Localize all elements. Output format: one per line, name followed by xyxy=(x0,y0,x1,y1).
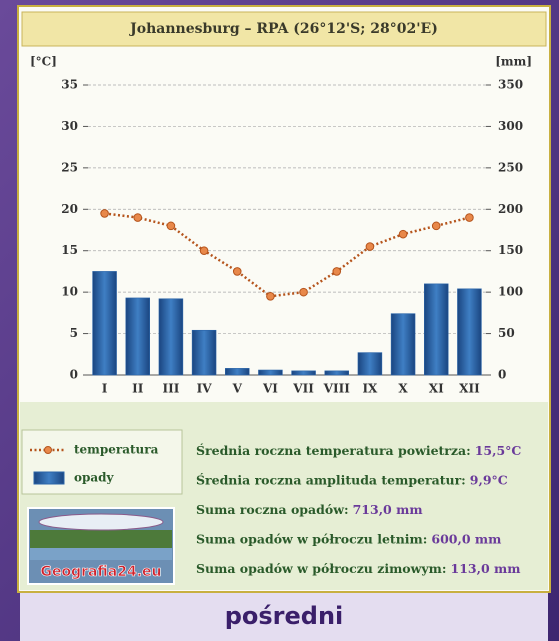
logo-text: Geografia24.eu xyxy=(40,564,161,580)
temperature-point xyxy=(365,242,375,251)
x-tick-label: IV xyxy=(197,382,213,396)
x-tick-label: VII xyxy=(292,382,314,396)
bar xyxy=(258,369,283,376)
x-tick-label: X xyxy=(398,382,408,396)
bar xyxy=(457,288,482,376)
x-tick-label: III xyxy=(162,382,179,396)
y-tick-label: 10 xyxy=(61,285,78,299)
x-tick-label: IX xyxy=(362,382,378,396)
y-tick-label: 5 xyxy=(70,326,78,340)
stat-value: 9,9°C xyxy=(470,472,508,487)
temperature-point xyxy=(431,221,441,231)
y-tick-label: 35 xyxy=(61,78,78,92)
y2-tick-label: 100 xyxy=(498,285,523,299)
temperature-point xyxy=(133,213,143,222)
stat-value: 600,0 mm xyxy=(431,531,501,546)
bar xyxy=(424,283,449,376)
temperature-point xyxy=(199,246,209,256)
temperature-point xyxy=(100,209,109,218)
title-bar xyxy=(21,11,547,47)
temperature-point xyxy=(465,213,474,222)
stat-label: Średnia roczna temperatura powietrza: xyxy=(196,442,471,458)
x-tick-label: VIII xyxy=(323,382,351,396)
y-tick-label: 15 xyxy=(61,243,78,257)
legend-swatch xyxy=(33,471,65,485)
bar xyxy=(324,370,349,376)
stat-value: 15,5°C xyxy=(475,443,522,458)
y2-tick-label: 50 xyxy=(498,326,515,340)
temperature-point xyxy=(166,221,176,231)
logo: Geografia24.eu xyxy=(27,507,175,585)
stat-line: Suma opadów w półroczu letnim: 600,0 mm xyxy=(196,531,501,546)
temperature-point xyxy=(232,267,242,276)
x-tick-label: II xyxy=(132,382,144,396)
logo-banner xyxy=(38,513,164,531)
stat-line: Średnia roczna temperatura powietrza: 15,… xyxy=(196,442,521,458)
bar xyxy=(125,297,150,376)
y-tick-label: 20 xyxy=(61,202,78,216)
bar xyxy=(225,368,250,376)
stat-line: Suma roczna opadów: 713,0 mm xyxy=(196,502,423,517)
y-axis-label: [°C] xyxy=(30,55,57,69)
bar xyxy=(191,329,217,376)
y-tick-label: 25 xyxy=(61,160,78,174)
logo-water xyxy=(30,548,172,560)
footer-band xyxy=(20,593,548,641)
stat-line: Średnia roczna amplituda temperatur: 9,9°… xyxy=(196,471,508,487)
stat-value: 113,0 mm xyxy=(451,561,521,576)
temperature-point xyxy=(398,229,408,239)
bar xyxy=(291,370,316,376)
temperature-point xyxy=(266,291,275,301)
y2-tick-label: 350 xyxy=(498,78,523,92)
y2-tick-label: 200 xyxy=(498,202,523,216)
y2-tick-label: 300 xyxy=(498,119,523,133)
legend-marker xyxy=(44,446,52,454)
y2-tick-label: 0 xyxy=(498,368,506,382)
x-tick-label: V xyxy=(232,382,243,396)
stat-label: Suma opadów w półroczu letnim: xyxy=(196,531,427,546)
x-tick-label: XI xyxy=(429,382,444,396)
y2-tick-label: 150 xyxy=(498,243,523,257)
bar xyxy=(92,271,117,376)
legend-label: opady xyxy=(74,471,115,485)
stat-line: Suma opadów w półroczu zimowym: 113,0 mm xyxy=(196,561,520,576)
y2-tick-label: 250 xyxy=(498,160,523,174)
temperature-point xyxy=(299,287,308,297)
chart-title: Johannesburg – RPA (26°12'S; 28°02'E) xyxy=(128,21,438,37)
stat-label: Średnia roczna amplituda temperatur: xyxy=(196,471,466,487)
y-tick-label: 0 xyxy=(70,368,78,382)
x-tick-label: XII xyxy=(459,382,480,396)
x-tick-label: I xyxy=(102,382,108,396)
logo-land xyxy=(30,530,172,552)
temperature-point xyxy=(332,267,342,276)
bar xyxy=(158,298,184,376)
stat-label: Suma opadów w półroczu zimowym: xyxy=(196,561,447,576)
bar xyxy=(357,352,383,376)
y2-axis-label: [mm] xyxy=(495,55,532,69)
legend-label: temperatura xyxy=(74,443,159,457)
x-tick-label: VI xyxy=(262,382,278,396)
stat-value: 713,0 mm xyxy=(353,502,423,517)
footer-text: pośredni xyxy=(225,602,344,630)
stat-label: Suma roczna opadów: xyxy=(196,502,349,517)
y-tick-label: 30 xyxy=(61,119,78,133)
bar xyxy=(390,313,416,376)
